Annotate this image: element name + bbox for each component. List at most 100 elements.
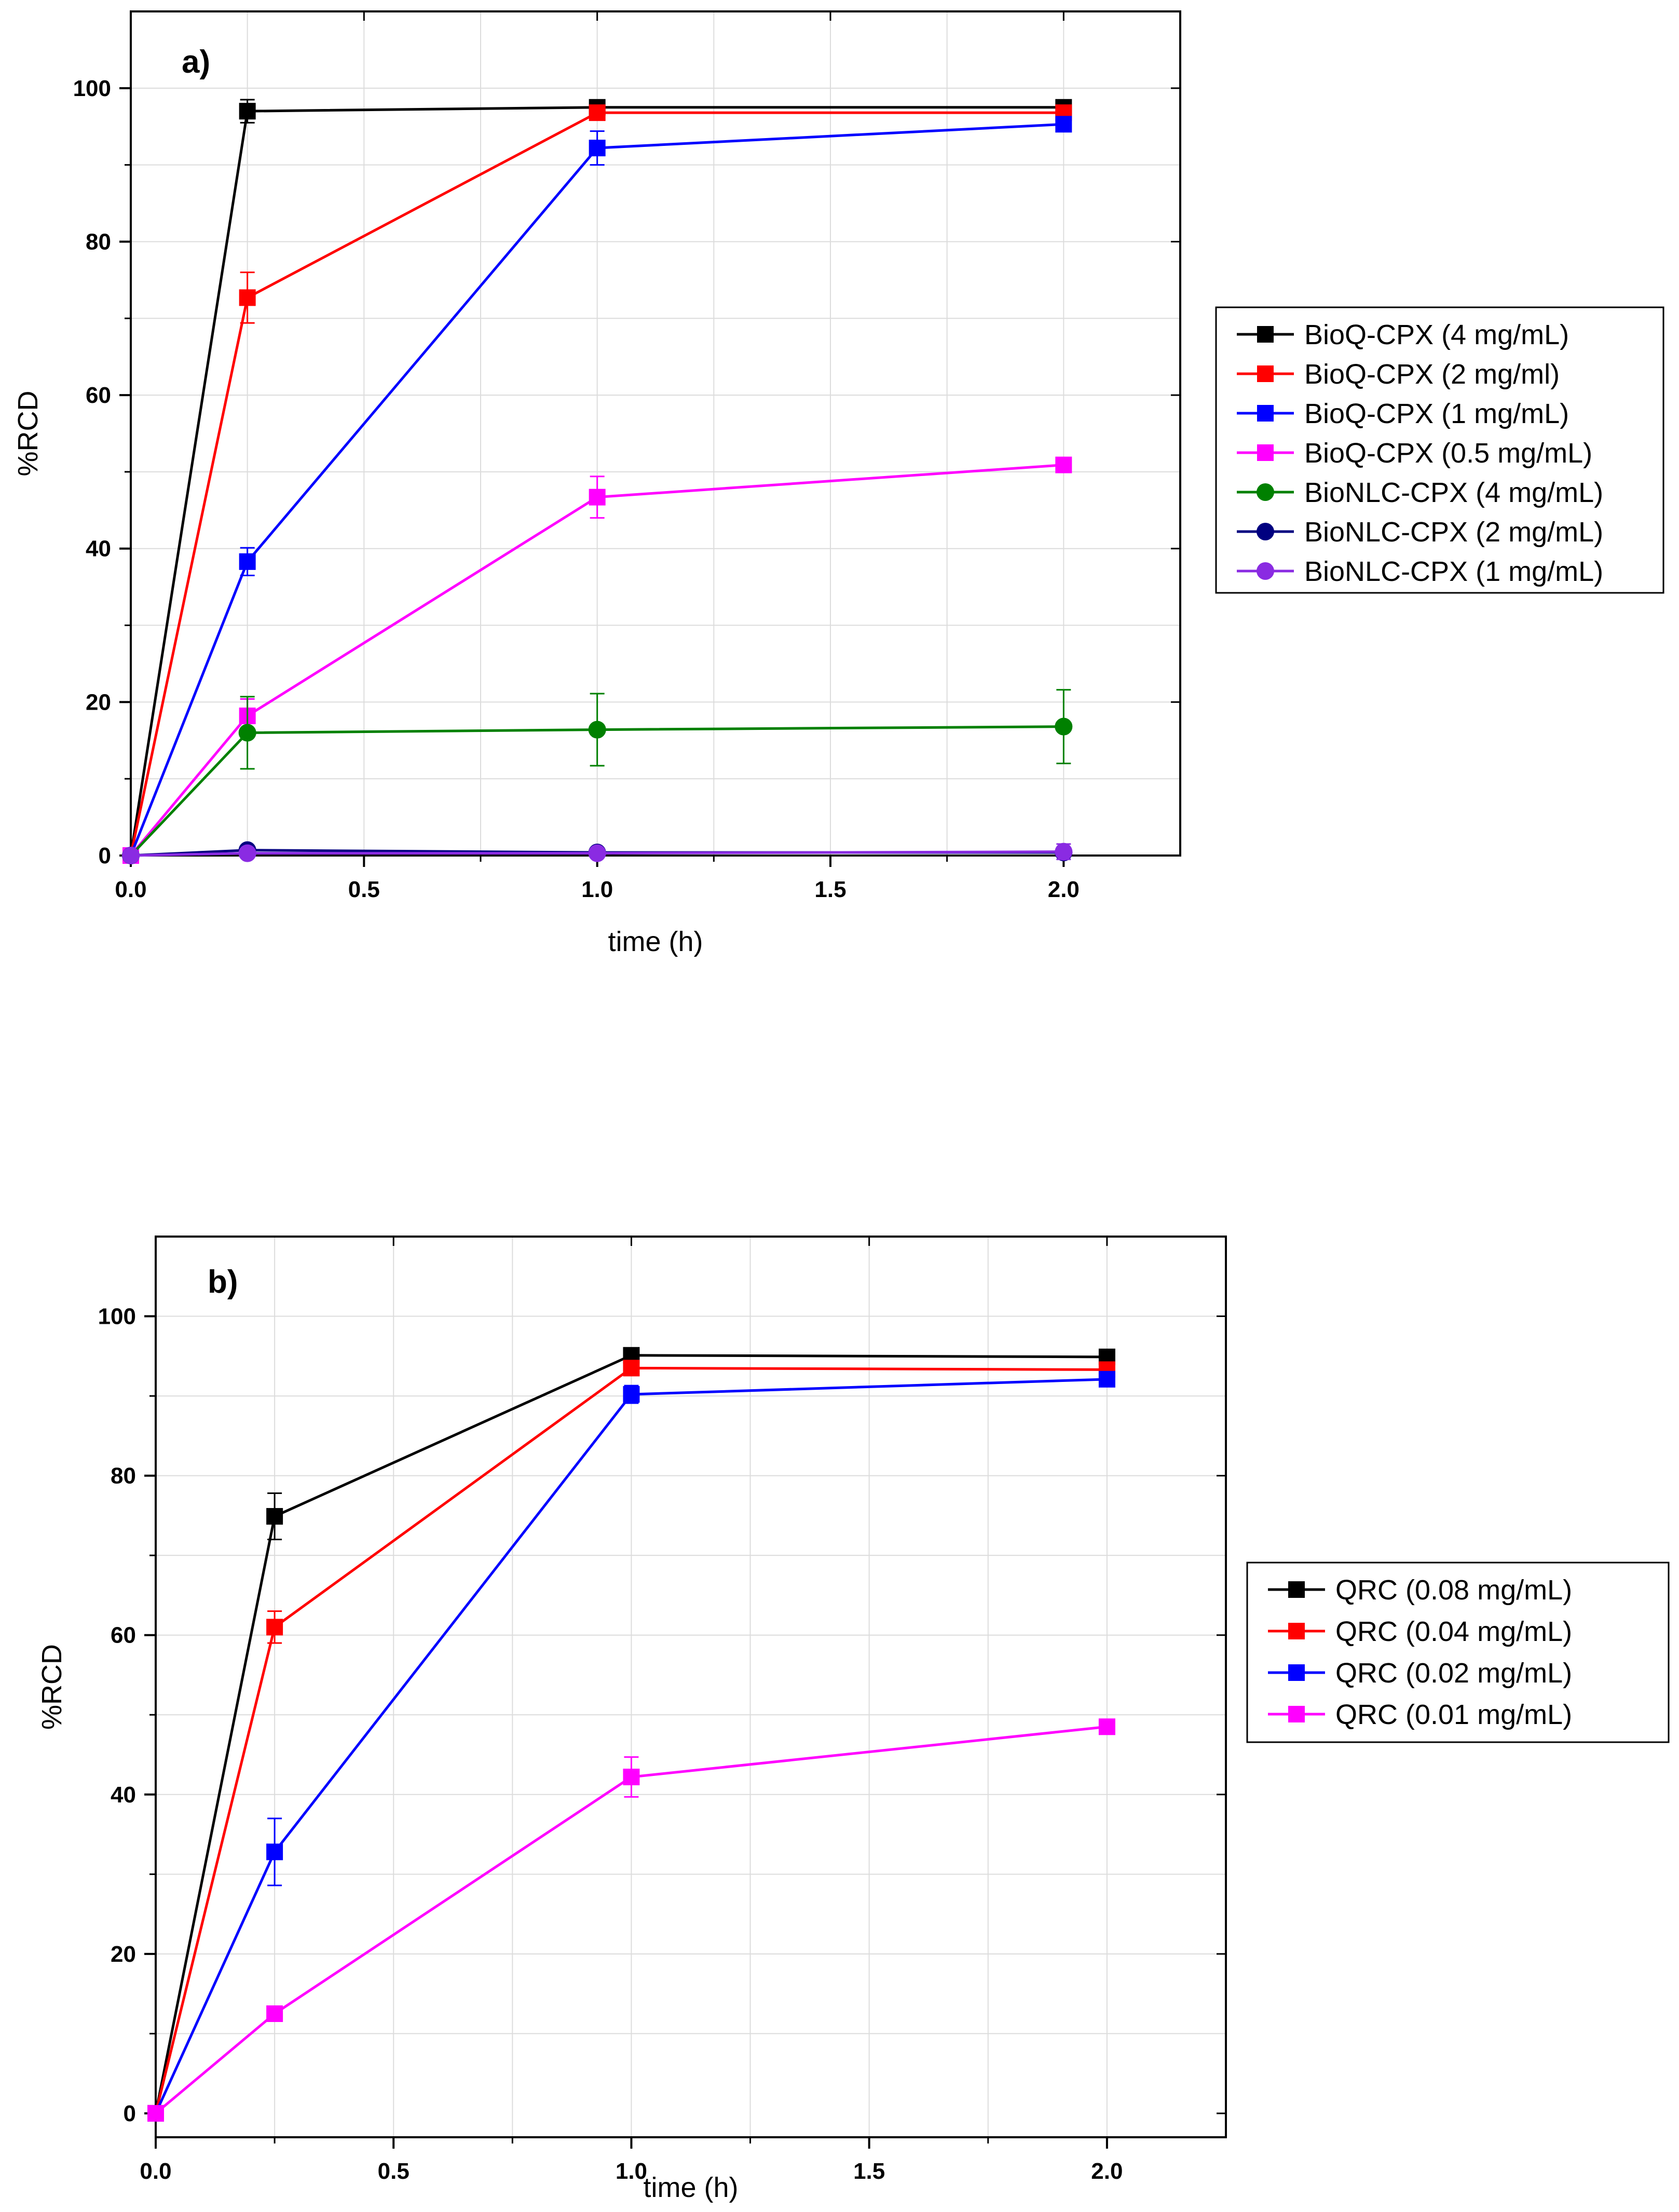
x-tick-label: 0.0 <box>115 877 146 902</box>
legend-label: BioQ-CPX (4 mg/mL) <box>1304 319 1569 350</box>
series-line <box>155 1725 1108 2114</box>
y-tick-label: 0 <box>124 2101 136 2126</box>
legend-entry: BioNLC-CPX (2 mg/mL) <box>1237 517 1603 548</box>
data-point <box>266 1619 283 1636</box>
legend-marker <box>1257 562 1274 580</box>
x-tick-label: 1.0 <box>581 877 613 902</box>
x-tick-label: 2.0 <box>1091 2159 1123 2184</box>
x-tick-label: 0.0 <box>140 2159 171 2184</box>
legend-label: BioNLC-CPX (2 mg/mL) <box>1304 517 1603 548</box>
legend-marker <box>1288 1664 1305 1681</box>
legend-marker <box>1257 365 1274 382</box>
legend-marker <box>1257 483 1274 501</box>
data-point <box>239 553 256 570</box>
legend-entry: QRC (0.01 mg/mL) <box>1268 1699 1572 1730</box>
data-point <box>238 724 256 742</box>
legend-marker <box>1288 1706 1305 1722</box>
legend: BioQ-CPX (4 mg/mL) BioQ-CPX (2 mg/ml) BioQ… <box>1215 306 1664 594</box>
data-point <box>589 104 606 121</box>
legend-entry: BioQ-CPX (1 mg/mL) <box>1237 398 1569 429</box>
series-line <box>154 1354 1107 2114</box>
x-tick-label: 0.5 <box>378 2159 409 2184</box>
data-point <box>122 847 140 864</box>
data-point <box>589 488 606 506</box>
legend-entry: QRC (0.08 mg/mL) <box>1268 1575 1572 1606</box>
legend: QRC (0.08 mg/mL) QRC (0.04 mg/mL) QRC (0.0… <box>1246 1562 1670 1743</box>
legend-entry: BioQ-CPX (0.5 mg/mL) <box>1237 438 1592 469</box>
series-line <box>130 850 1064 857</box>
series-line <box>154 1378 1107 2114</box>
y-tick-label: 100 <box>98 1304 136 1329</box>
data-point <box>266 1843 283 1861</box>
y-tick-label: 40 <box>86 536 111 562</box>
panel-label: b) <box>208 1264 238 1300</box>
series-line <box>129 123 1064 856</box>
data-point <box>266 2005 283 2023</box>
y-axis-label: %RCD <box>36 1644 67 1730</box>
data-point <box>588 721 606 739</box>
x-axis-label: time (h) <box>608 926 703 957</box>
y-tick-label: 100 <box>73 76 111 101</box>
legend-marker <box>1288 1581 1305 1598</box>
series-line <box>129 106 1064 856</box>
legend-label: BioNLC-CPX (1 mg/mL) <box>1304 556 1603 587</box>
legend-label: BioQ-CPX (1 mg/mL) <box>1304 398 1569 429</box>
legend-label: QRC (0.04 mg/mL) <box>1335 1616 1572 1647</box>
legend-label: QRC (0.02 mg/mL) <box>1335 1658 1572 1689</box>
data-point <box>623 1769 640 1785</box>
y-tick-label: 20 <box>86 689 111 715</box>
data-point <box>1055 456 1072 473</box>
y-tick-label: 80 <box>111 1463 136 1489</box>
series-2 <box>122 104 1072 864</box>
data-point <box>147 2105 164 2122</box>
data-point <box>623 1386 640 1403</box>
legend-entry: BioQ-CPX (4 mg/mL) <box>1237 319 1569 350</box>
legend-entry: QRC (0.04 mg/mL) <box>1268 1616 1572 1647</box>
y-axis-label: %RCD <box>12 390 44 476</box>
grid <box>131 11 1180 856</box>
legend-marker <box>1257 405 1274 422</box>
y-tick-label: 60 <box>111 1623 136 1648</box>
legend-marker <box>1257 523 1274 540</box>
panel-b-chart: 0.0 0.5 1.0 1.5 2.0 0 20 40 60 80 100 time (h) %RCD b… <box>36 1236 1670 2203</box>
series-line <box>130 464 1064 857</box>
series-7 <box>122 843 1073 864</box>
data-point <box>239 103 256 120</box>
y-tick-label: 60 <box>86 383 111 408</box>
legend-marker <box>1257 326 1274 343</box>
grid <box>156 1237 1226 2137</box>
data-point <box>266 1508 283 1525</box>
legend-label: BioQ-CPX (2 mg/ml) <box>1304 359 1560 390</box>
x-tick-label: 1.0 <box>616 2159 647 2184</box>
plot-frame <box>155 1236 1227 2138</box>
legend-entry: BioNLC-CPX (1 mg/mL) <box>1237 556 1603 587</box>
panel-a-chart: 0.0 0.5 1.0 1.5 2.0 0 20 40 60 80 100 time (h) %RCD a… <box>12 10 1664 957</box>
data-point <box>238 844 256 862</box>
series-line <box>129 111 1064 856</box>
legend-box <box>1215 306 1664 594</box>
data-point <box>239 289 256 306</box>
y-tick-label: 80 <box>86 229 111 254</box>
plot-frame <box>130 10 1181 857</box>
data-point <box>589 140 606 157</box>
series-3 <box>122 116 1072 864</box>
legend-label: BioNLC-CPX (4 mg/mL) <box>1304 477 1603 508</box>
legend-label: QRC (0.08 mg/mL) <box>1335 1575 1572 1606</box>
legend-label: QRC (0.01 mg/mL) <box>1335 1699 1572 1730</box>
x-axis-label: time (h) <box>643 2172 738 2203</box>
x-tick-label: 2.0 <box>1048 877 1080 902</box>
series-line <box>154 1366 1107 2114</box>
x-tick-label: 1.5 <box>814 877 846 902</box>
y-tick-label: 20 <box>111 1942 136 1967</box>
legend-marker <box>1288 1623 1305 1639</box>
data-point <box>1055 116 1072 133</box>
data-point <box>623 1360 640 1377</box>
data-point <box>588 844 606 862</box>
legend-marker <box>1257 444 1274 461</box>
data-point <box>1055 717 1073 736</box>
legend-box <box>1246 1562 1670 1743</box>
x-tick-label: 0.5 <box>348 877 380 902</box>
data-point <box>1055 843 1073 861</box>
legend-entry: QRC (0.02 mg/mL) <box>1268 1658 1572 1689</box>
